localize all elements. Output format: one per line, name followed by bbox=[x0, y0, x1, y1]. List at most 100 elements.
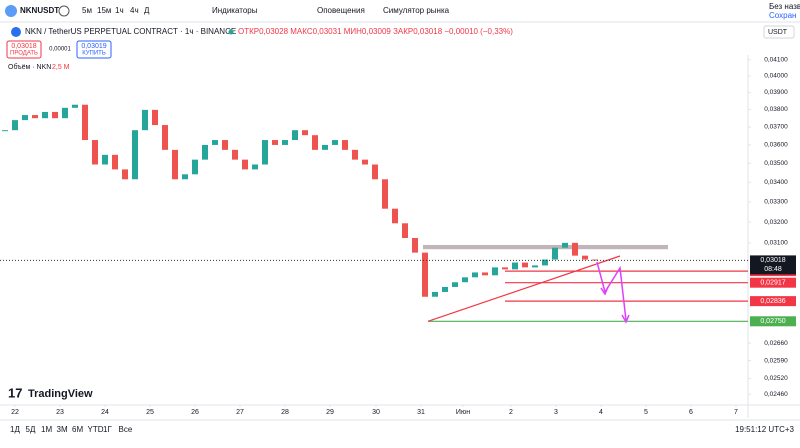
sell-button[interactable] bbox=[6, 40, 42, 59]
y-tick-label: 0,04000 bbox=[764, 73, 788, 80]
candle bbox=[302, 130, 308, 136]
buy-price: 0,03019 bbox=[81, 43, 106, 50]
candle bbox=[342, 140, 348, 150]
y-tick-label: 0,03300 bbox=[764, 199, 788, 206]
range-button[interactable]: 3М bbox=[57, 425, 68, 434]
candle bbox=[532, 265, 538, 268]
candle bbox=[362, 159, 368, 165]
range-button[interactable]: 1Д bbox=[10, 425, 20, 434]
layout-name[interactable]: Без назв bbox=[769, 2, 800, 11]
range-button[interactable]: 1М bbox=[41, 425, 52, 434]
candle bbox=[492, 267, 498, 276]
candle bbox=[422, 252, 428, 297]
x-tick-label: 5 bbox=[644, 409, 648, 416]
candle bbox=[102, 154, 108, 165]
candle bbox=[202, 144, 208, 160]
interval[interactable]: 15м bbox=[97, 6, 111, 15]
candle bbox=[62, 107, 68, 119]
interval[interactable]: 4ч bbox=[130, 6, 139, 15]
spread: 0,00001 bbox=[49, 47, 71, 53]
candle bbox=[552, 247, 558, 260]
price-tag bbox=[750, 277, 796, 288]
x-tick-label: 26 bbox=[191, 409, 199, 416]
y-tick-label: 0,04100 bbox=[764, 56, 788, 63]
volume-label: Объём · NKN bbox=[8, 63, 51, 71]
price-tag bbox=[750, 296, 796, 307]
candle bbox=[512, 262, 518, 270]
trend-line bbox=[427, 255, 621, 322]
candle bbox=[152, 109, 158, 126]
price-tag-label: 0,02836 bbox=[760, 298, 785, 305]
candle bbox=[162, 125, 168, 150]
interval[interactable]: 1ч bbox=[115, 6, 124, 15]
buy-label: КУПИТЬ bbox=[82, 51, 106, 57]
x-tick-label: 7 bbox=[734, 409, 738, 416]
candle bbox=[172, 149, 178, 180]
candle bbox=[322, 144, 328, 150]
candle bbox=[242, 159, 248, 170]
candle bbox=[372, 164, 378, 180]
candle bbox=[542, 259, 548, 266]
candle bbox=[32, 115, 38, 119]
y-tick-label: 0,03500 bbox=[764, 160, 788, 167]
save[interactable]: Сохран bbox=[769, 11, 796, 20]
range-button[interactable]: YTD bbox=[88, 425, 104, 434]
add-symbol[interactable] bbox=[58, 5, 70, 17]
x-tick-label: 25 bbox=[146, 409, 154, 416]
y-tick-label: 0,03600 bbox=[764, 142, 788, 149]
range-button[interactable]: Все bbox=[119, 425, 133, 434]
candle bbox=[392, 208, 398, 224]
y-tick-label: 0,03400 bbox=[764, 179, 788, 186]
candle bbox=[232, 149, 238, 160]
logo-mark: 17 bbox=[8, 385, 22, 400]
symbol-icon bbox=[5, 5, 17, 17]
x-tick-label: 27 bbox=[236, 409, 244, 416]
candle bbox=[572, 242, 578, 256]
candle bbox=[22, 115, 28, 121]
candle bbox=[272, 140, 278, 145]
range-button[interactable]: 5Д bbox=[26, 425, 36, 434]
y-tick-label: 0,02460 bbox=[764, 391, 788, 398]
symbol[interactable]: NKNUSDT bbox=[20, 6, 59, 15]
candle bbox=[472, 272, 478, 278]
volume-value: 2,5 M bbox=[52, 64, 70, 71]
y-tick-label: 0,02590 bbox=[764, 357, 788, 364]
candle bbox=[402, 223, 408, 239]
buy-button[interactable] bbox=[76, 40, 112, 59]
range-button[interactable]: 1Г bbox=[103, 425, 112, 434]
y-tick-label: 0,03900 bbox=[764, 89, 788, 96]
interval[interactable]: Д bbox=[144, 6, 150, 15]
candle bbox=[442, 286, 448, 292]
candle bbox=[452, 282, 458, 287]
x-tick-label: 24 bbox=[101, 409, 109, 416]
x-tick-label: 22 bbox=[11, 409, 19, 416]
y-tick-label: 0,02660 bbox=[764, 340, 788, 347]
candle bbox=[282, 140, 288, 145]
sell-label: ПРОДАТЬ bbox=[10, 51, 38, 57]
candle bbox=[352, 149, 358, 160]
candle bbox=[412, 238, 418, 253]
candle bbox=[142, 109, 148, 131]
interval[interactable]: 5м bbox=[82, 6, 92, 15]
candle bbox=[92, 140, 98, 165]
replay[interactable]: Симулятор рынка bbox=[383, 6, 450, 15]
x-tick-label: 29 bbox=[326, 409, 334, 416]
candle bbox=[462, 277, 468, 283]
x-tick-label: 6 bbox=[689, 409, 693, 416]
candle bbox=[12, 120, 18, 131]
currency-button[interactable] bbox=[763, 25, 795, 39]
indicators[interactable]: Индикаторы bbox=[212, 6, 258, 15]
logo: TradingView bbox=[28, 388, 93, 400]
range-button[interactable]: 6М bbox=[72, 425, 83, 434]
countdown: 08:48 bbox=[764, 266, 782, 273]
x-tick-label: Июн bbox=[456, 409, 470, 416]
ohlc: ОТКР0,03028 МАКС0,03031 МИН0,03009 ЗАКР0… bbox=[238, 27, 513, 36]
alerts[interactable]: Оповещения bbox=[317, 6, 365, 15]
candle bbox=[382, 179, 388, 209]
y-tick-label: 0,03200 bbox=[764, 219, 788, 226]
candle bbox=[52, 111, 58, 119]
candle bbox=[252, 164, 258, 170]
coin-icon bbox=[11, 27, 21, 37]
